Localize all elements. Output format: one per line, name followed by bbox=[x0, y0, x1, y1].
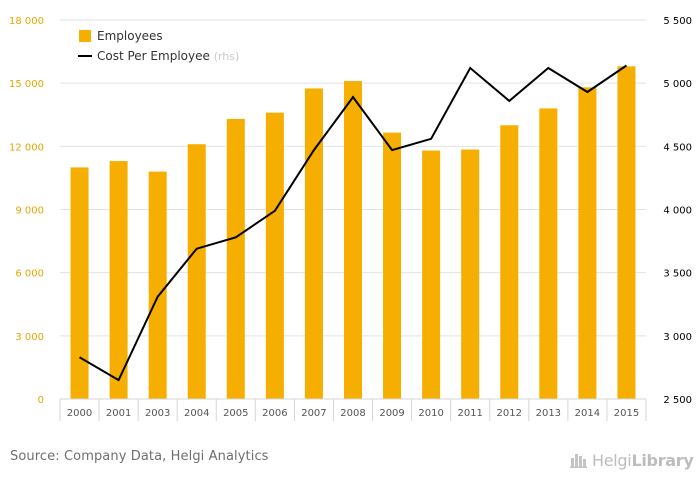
x-tick-label: 2015 bbox=[614, 408, 639, 419]
brand-name: HelgiLibrary bbox=[592, 450, 694, 470]
right-y-tick-label: 5 000 bbox=[663, 79, 692, 90]
bar-employees bbox=[422, 150, 441, 399]
left-y-tick-label: 3 000 bbox=[15, 332, 44, 343]
x-tick-label: 2007 bbox=[301, 408, 326, 419]
x-tick-label: 2011 bbox=[457, 408, 482, 419]
bar-employees bbox=[383, 132, 402, 399]
left-y-tick-label: 0 bbox=[38, 395, 44, 406]
right-y-tick-label: 4 000 bbox=[663, 206, 692, 217]
legend-label-cost-per-employee: Cost Per Employee (rhs) bbox=[97, 49, 239, 63]
bar-employees bbox=[148, 171, 167, 399]
x-tick-label: 2003 bbox=[145, 408, 170, 419]
library-buildings-icon bbox=[570, 454, 587, 468]
chart: 0 3 000 6 000 9 000 12 000 15 000 18 000 2 500… bbox=[9, 16, 692, 421]
bar-employees bbox=[344, 81, 362, 400]
right-y-tick-label: 3 000 bbox=[663, 332, 692, 343]
left-y-tick-label: 6 000 bbox=[15, 269, 44, 280]
x-tick-label: 2014 bbox=[575, 408, 600, 419]
brand-bold: Library bbox=[631, 450, 694, 470]
left-y-tick-label: 18 000 bbox=[9, 16, 44, 27]
legend-label-rhs-suffix: (rhs) bbox=[214, 50, 240, 63]
bar-employees bbox=[226, 118, 245, 399]
left-y-tick-label: 15 000 bbox=[9, 79, 44, 90]
helgi-library-logo: HelgiLibrary bbox=[570, 449, 694, 471]
bar-employees bbox=[461, 149, 480, 399]
x-tick-label: 2013 bbox=[536, 408, 561, 419]
right-y-tick-label: 4 500 bbox=[663, 142, 692, 153]
left-y-tick-label: 12 000 bbox=[9, 142, 44, 153]
line-cost-per-employee-path bbox=[78, 64, 628, 382]
x-tick-label: 2010 bbox=[418, 408, 443, 419]
line-cost-per-employee bbox=[78, 64, 628, 382]
x-tick-label: 2008 bbox=[340, 408, 365, 419]
right-y-tick-label: 2 500 bbox=[663, 395, 692, 406]
source-note: Source: Company Data, Helgi Analytics bbox=[10, 449, 269, 464]
bar-employees bbox=[617, 66, 636, 400]
bar-employees bbox=[304, 88, 323, 400]
legend: Employees Cost Per Employee (rhs) bbox=[78, 29, 239, 63]
x-axis: 2000 2001 2003 2004 2005 2006 2007 2008 2009 2010… bbox=[59, 398, 647, 421]
right-y-tick-label: 5 500 bbox=[663, 16, 692, 27]
left-y-axis: 0 3 000 6 000 9 000 12 000 15 000 18 000 bbox=[9, 16, 44, 406]
bar-employees bbox=[539, 108, 558, 399]
x-tick-label: 2004 bbox=[184, 408, 209, 419]
bar-employees bbox=[109, 161, 128, 399]
x-tick-label: 2001 bbox=[106, 408, 131, 419]
x-tick-label: 2005 bbox=[223, 408, 248, 419]
bar-employees bbox=[70, 167, 89, 399]
left-y-tick-label: 9 000 bbox=[15, 206, 44, 217]
brand-light: Helgi bbox=[592, 450, 632, 470]
x-tick-label: 2000 bbox=[67, 408, 92, 419]
bar-employees bbox=[187, 144, 206, 399]
x-tick-label: 2009 bbox=[379, 408, 404, 419]
right-y-axis: 2 500 3 000 3 500 4 000 4 500 5 000 5 500 bbox=[663, 16, 692, 406]
x-tick-label: 2012 bbox=[497, 408, 522, 419]
right-y-tick-label: 3 500 bbox=[663, 269, 692, 280]
legend-label-employees: Employees bbox=[97, 29, 163, 43]
bars-employees bbox=[70, 66, 636, 400]
bar-employees bbox=[265, 112, 284, 400]
bar-employees bbox=[500, 125, 519, 400]
legend-swatch-employees bbox=[79, 30, 91, 42]
x-tick-label: 2006 bbox=[262, 408, 287, 419]
bar-employees bbox=[578, 87, 597, 399]
